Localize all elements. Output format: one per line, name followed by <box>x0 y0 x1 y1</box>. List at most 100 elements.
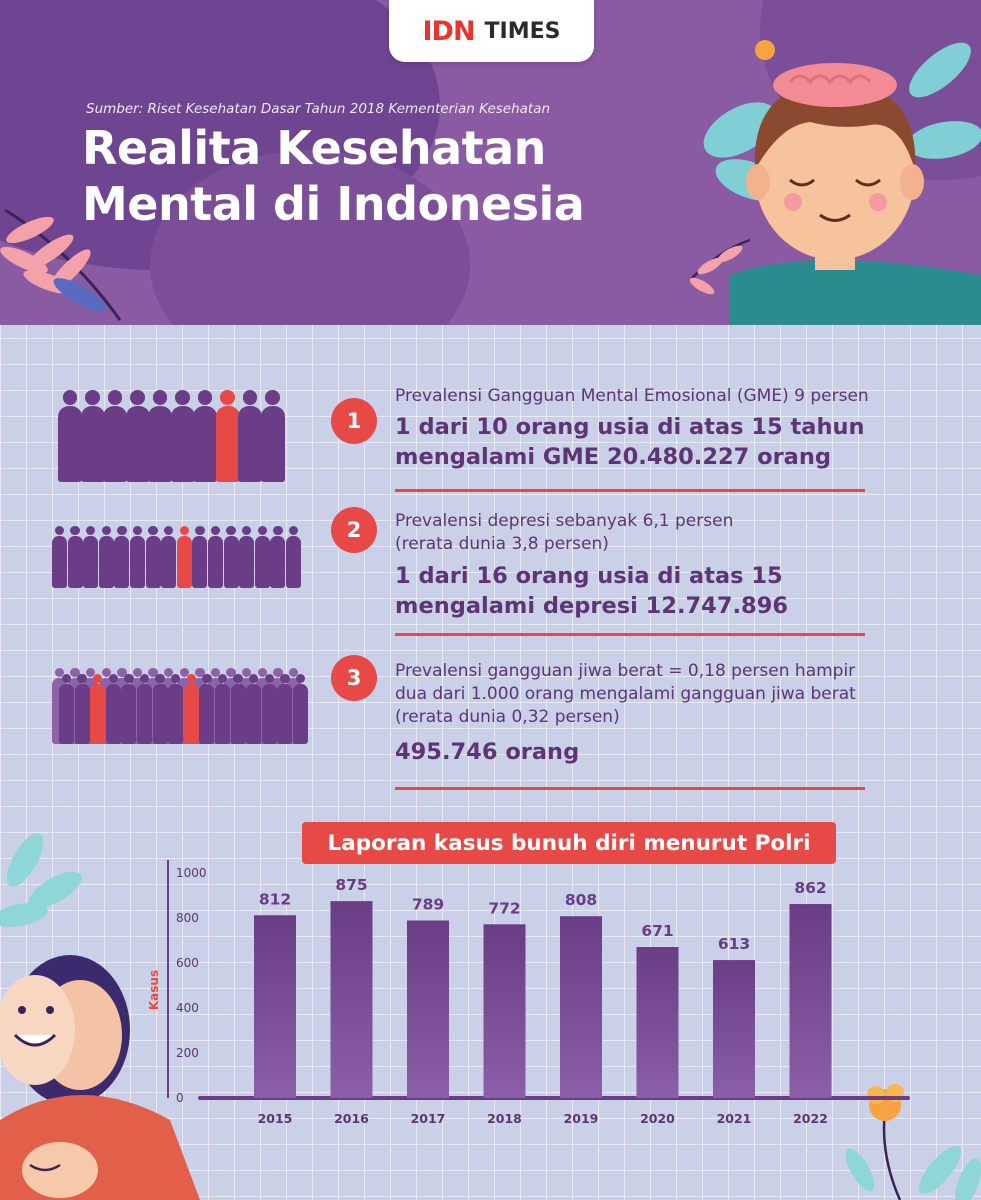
item-1-prevalence-text: Prevalensi Gangguan Mental Emosional (GM… <box>395 385 955 408</box>
x-tick-label: 2015 <box>258 1111 293 1126</box>
item-3-number-badge: 3 <box>331 655 377 701</box>
person-icon <box>215 390 240 482</box>
y-tick-label: 600 <box>176 956 199 970</box>
person-icon <box>199 674 215 744</box>
item-3-small-line-3: (rerata dunia 0,32 persen) <box>395 707 620 727</box>
person-icon <box>80 390 105 482</box>
person-icon <box>183 674 199 744</box>
person-icon <box>130 526 145 588</box>
person-icon <box>114 526 130 588</box>
person-icon <box>58 390 82 482</box>
item-2-small-line-2: (rerata dunia 3,8 persen) <box>395 534 609 554</box>
bar-value-label: 772 <box>488 899 520 917</box>
person-icon <box>230 674 246 744</box>
chart-title: Laporan kasus bunuh diri menurut Polri <box>302 822 836 864</box>
person-icon <box>145 526 161 588</box>
item-1-small-line-1: Prevalensi Gangguan Mental Emosional (GM… <box>395 386 869 406</box>
logo-idn-text: IDN <box>422 15 475 47</box>
bar-2018 <box>483 924 526 1098</box>
bar-value-label: 812 <box>259 890 291 908</box>
person-icon <box>176 526 192 588</box>
person-icon <box>161 526 177 588</box>
bar-2019 <box>560 916 602 1098</box>
item-3-prevalence-text: Prevalensi gangguan jiwa berat = 0,18 pe… <box>395 660 955 729</box>
mask-people-illustration-icon <box>0 833 200 1200</box>
bar-2017 <box>407 920 449 1098</box>
bar-value-label: 808 <box>565 891 597 909</box>
person-icon <box>223 526 239 588</box>
item-3-divider <box>395 787 865 790</box>
y-tick-label: 0 <box>176 1091 184 1105</box>
person-icon <box>52 526 67 588</box>
item-3-big-line-1: 495.746 orang <box>395 739 580 765</box>
people-row-1-ten-people-icon <box>58 390 303 482</box>
person-icon <box>59 674 74 744</box>
item-1-big-line-2: mengalami GME 20.480.227 orang <box>395 444 831 470</box>
person-icon <box>103 390 127 482</box>
person-icon <box>260 390 285 482</box>
suicide-cases-bar-chart: 0 200 400 600 800 1000 Kasus 812 2015 875 2016 789 2… <box>147 860 910 1126</box>
item-2-small-line-1: Prevalensi depresi sebanyak 6,1 persen <box>395 511 734 531</box>
item-1-big-line-1: 1 dari 10 orang usia di atas 15 tahun <box>395 414 865 440</box>
bar-2020 <box>636 947 679 1098</box>
person-icon <box>83 526 99 588</box>
person-icon <box>293 674 308 744</box>
item-2-number-badge: 2 <box>331 507 377 553</box>
page-title-line-1: Realita Kesehatan <box>82 121 546 175</box>
y-tick-label: 1000 <box>176 866 207 880</box>
person-icon <box>137 674 152 744</box>
person-icon <box>246 674 262 744</box>
person-icon <box>152 674 168 744</box>
item-2-prevalence-text: Prevalensi depresi sebanyak 6,1 persen (… <box>395 510 955 556</box>
person-icon <box>193 390 217 482</box>
people-row-3-crowd-icon <box>52 668 308 746</box>
bar-value-label: 671 <box>641 922 673 940</box>
header-blob-bottom <box>150 150 470 325</box>
item-1-highlight-text: 1 dari 10 orang usia di atas 15 tahun me… <box>395 412 955 472</box>
x-tick-label: 2018 <box>487 1111 522 1126</box>
item-2-big-line-2: mengalami depresi 12.747.896 <box>395 593 789 619</box>
person-icon <box>98 526 114 588</box>
item-2-highlight-text: 1 dari 16 orang usia di atas 15 mengalam… <box>395 561 955 621</box>
item-1-divider <box>395 489 865 492</box>
person-icon <box>121 674 137 744</box>
logo-times-text: TIMES <box>484 18 561 44</box>
x-tick-label: 2022 <box>793 1111 828 1126</box>
person-icon <box>254 526 270 588</box>
bar-value-label: 875 <box>335 876 367 894</box>
bar-value-label: 789 <box>412 895 444 913</box>
item-3-small-line-2: dua dari 1.000 orang mengalami gangguan … <box>395 684 856 704</box>
x-tick-label: 2017 <box>411 1111 446 1126</box>
people-row-2-sixteen-people-icon <box>52 526 307 590</box>
person-icon <box>277 674 293 744</box>
bar-2022 <box>789 904 832 1098</box>
person-icon <box>261 674 277 744</box>
person-icon <box>148 390 172 482</box>
person-icon <box>238 390 262 482</box>
bar-2016 <box>330 901 373 1098</box>
person-icon <box>270 526 286 588</box>
y-tick-label: 800 <box>176 911 199 925</box>
relaxed-boy-illustration-icon <box>690 40 981 325</box>
person-icon <box>208 526 223 588</box>
x-tick-label: 2021 <box>717 1111 752 1126</box>
y-tick-label: 200 <box>176 1046 199 1060</box>
x-tick-label: 2016 <box>334 1111 369 1126</box>
item-1-number-badge: 1 <box>331 398 377 444</box>
x-tick-label: 2020 <box>640 1111 675 1126</box>
item-3-highlight-text: 495.746 orang <box>395 737 955 767</box>
person-icon <box>74 674 90 744</box>
person-icon <box>239 526 255 588</box>
source-note: Sumber: Riset Kesehatan Dasar Tahun 2018… <box>86 101 551 117</box>
page-title: Realita Kesehatan Mental di Indonesia <box>82 120 702 232</box>
item-2-big-line-1: 1 dari 16 orang usia di atas 15 <box>395 563 783 589</box>
bar-2021 <box>713 960 755 1098</box>
person-icon <box>286 526 301 588</box>
bar-2015 <box>254 915 296 1098</box>
person-icon <box>192 526 208 588</box>
y-tick-label: 400 <box>176 1001 199 1015</box>
leaf-decoration-left-icon <box>0 208 122 321</box>
person-icon <box>67 526 83 588</box>
person-icon <box>168 674 184 744</box>
idn-times-logo: IDN TIMES <box>389 0 594 62</box>
